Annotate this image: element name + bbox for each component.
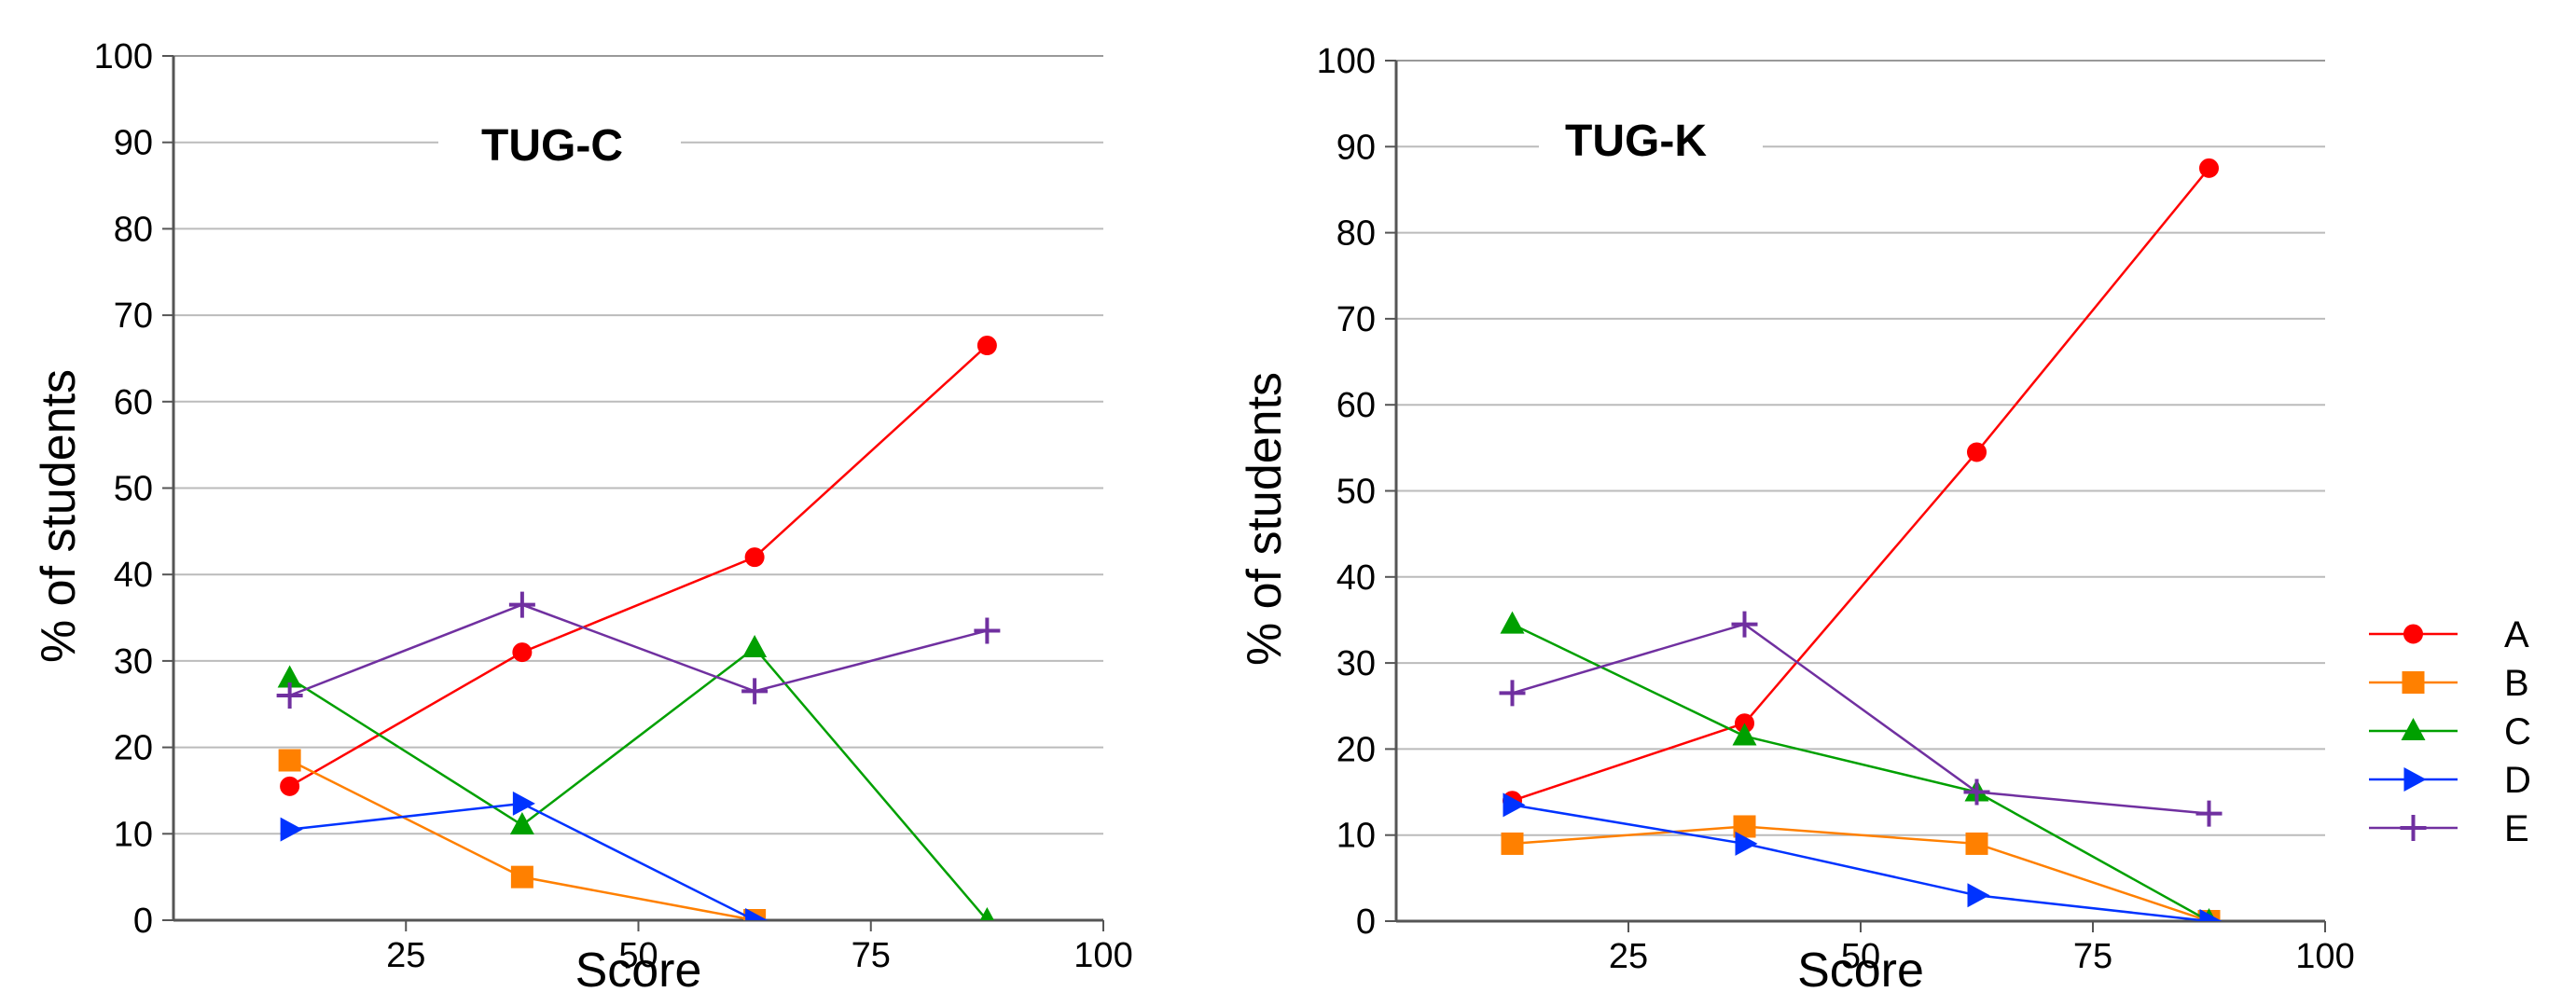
data-point-e xyxy=(1963,778,1990,806)
data-point-e xyxy=(741,678,769,705)
data-point-b xyxy=(278,749,301,772)
legend-label-b: B xyxy=(2504,663,2529,704)
y-tick-label: 30 xyxy=(114,642,153,682)
x-tick-label: 75 xyxy=(852,936,891,975)
data-point-d xyxy=(1967,883,1990,908)
y-tick-label: 80 xyxy=(114,210,153,249)
data-point-d xyxy=(512,791,535,816)
series-line-e xyxy=(1512,623,2209,815)
y-tick-label: 40 xyxy=(1336,558,1376,598)
y-tick-label: 0 xyxy=(133,902,153,941)
y-tick-label: 10 xyxy=(1336,817,1376,856)
series-line-a xyxy=(1512,167,2210,802)
y-axis-title: % of students xyxy=(1238,372,1292,666)
data-point-a xyxy=(512,642,533,663)
series-line-b xyxy=(289,759,755,920)
plot-area xyxy=(1499,158,2223,921)
data-point-c xyxy=(979,907,994,920)
legend-marker-a xyxy=(2403,624,2423,644)
data-point-d xyxy=(1503,792,1526,818)
y-tick-label: 30 xyxy=(1336,644,1376,683)
legend-label-d: D xyxy=(2504,760,2531,801)
series-line-a xyxy=(289,344,989,788)
legend-marker-d xyxy=(2403,767,2427,792)
y-tick-label: 90 xyxy=(114,124,153,163)
data-point-c xyxy=(509,812,534,835)
y-tick-label: 50 xyxy=(1336,473,1376,512)
data-point-a xyxy=(976,336,997,356)
x-axis-title: Score xyxy=(575,944,702,992)
data-point-b xyxy=(510,865,533,889)
series-line-b xyxy=(1512,825,2209,921)
x-tick-label: 50 xyxy=(618,936,658,975)
y-tick-label: 70 xyxy=(1336,300,1376,339)
data-point-e xyxy=(1731,611,1758,638)
data-point-a xyxy=(1967,442,1987,462)
legend-marker-c xyxy=(2401,718,2426,740)
y-tick-label: 70 xyxy=(114,296,153,336)
x-tick-label: 75 xyxy=(2073,937,2112,976)
series-line-d xyxy=(1512,804,2209,921)
y-tick-label: 60 xyxy=(114,383,153,422)
y-tick-label: 10 xyxy=(114,815,153,854)
y-tick-label: 40 xyxy=(114,556,153,595)
data-point-e xyxy=(276,682,303,709)
x-tick-label: 50 xyxy=(1841,937,1880,976)
y-tick-label: 100 xyxy=(94,37,153,76)
y-axis-title: % of students xyxy=(32,369,86,663)
data-point-d xyxy=(280,817,303,842)
data-point-c xyxy=(1500,611,1525,634)
data-point-b xyxy=(1965,832,1988,855)
data-point-b xyxy=(1501,832,1524,855)
legend-label-c: C xyxy=(2504,711,2531,752)
legend-marker-e xyxy=(2400,815,2427,841)
y-tick-label: 90 xyxy=(1336,128,1376,167)
series-line-c xyxy=(288,646,989,920)
y-tick-label: 0 xyxy=(1356,902,1376,942)
chart-panel-2: 0 10 20 30 40 50 60 70 80 90 100 25 50 75 100 Score % of… xyxy=(1238,42,2531,992)
data-point-d xyxy=(1735,831,1758,856)
chart-title: TUG-C xyxy=(481,121,623,171)
plot-area xyxy=(276,336,1001,920)
data-point-a xyxy=(280,776,300,796)
chart-panel-1: 0 10 20 30 40 50 60 70 80 90 100 25 50 75 100 Score % of… xyxy=(32,37,1133,992)
data-point-a xyxy=(744,547,765,568)
data-point-c xyxy=(277,665,302,688)
x-axis-title: Score xyxy=(1797,944,1924,992)
y-tick-label: 80 xyxy=(1336,214,1376,254)
series-line-c xyxy=(1511,623,2210,921)
y-tick-label: 20 xyxy=(114,729,153,768)
data-point-c xyxy=(1732,723,1757,746)
data-point-e xyxy=(1499,680,1526,707)
x-tick-label: 25 xyxy=(386,936,425,975)
data-point-d xyxy=(2199,909,2223,921)
chart-title: TUG-K xyxy=(1565,117,1707,166)
legend-label-e: E xyxy=(2504,808,2529,849)
y-tick-label: 60 xyxy=(1336,386,1376,425)
data-point-e xyxy=(2195,800,2223,827)
data-point-e xyxy=(508,591,535,618)
data-point-e xyxy=(974,617,1001,644)
y-tick-label: 20 xyxy=(1336,730,1376,769)
x-tick-label: 100 xyxy=(2295,937,2354,976)
data-point-a xyxy=(2199,158,2219,178)
x-tick-label: 25 xyxy=(1609,937,1648,976)
x-tick-label: 100 xyxy=(1073,936,1132,975)
data-point-c xyxy=(742,634,768,657)
y-tick-label: 100 xyxy=(1317,42,1376,81)
series-line-e xyxy=(289,603,988,697)
legend-marker-b xyxy=(2402,671,2425,694)
legend-label-a: A xyxy=(2504,614,2529,655)
y-tick-label: 50 xyxy=(114,470,153,509)
data-point-d xyxy=(745,908,769,920)
